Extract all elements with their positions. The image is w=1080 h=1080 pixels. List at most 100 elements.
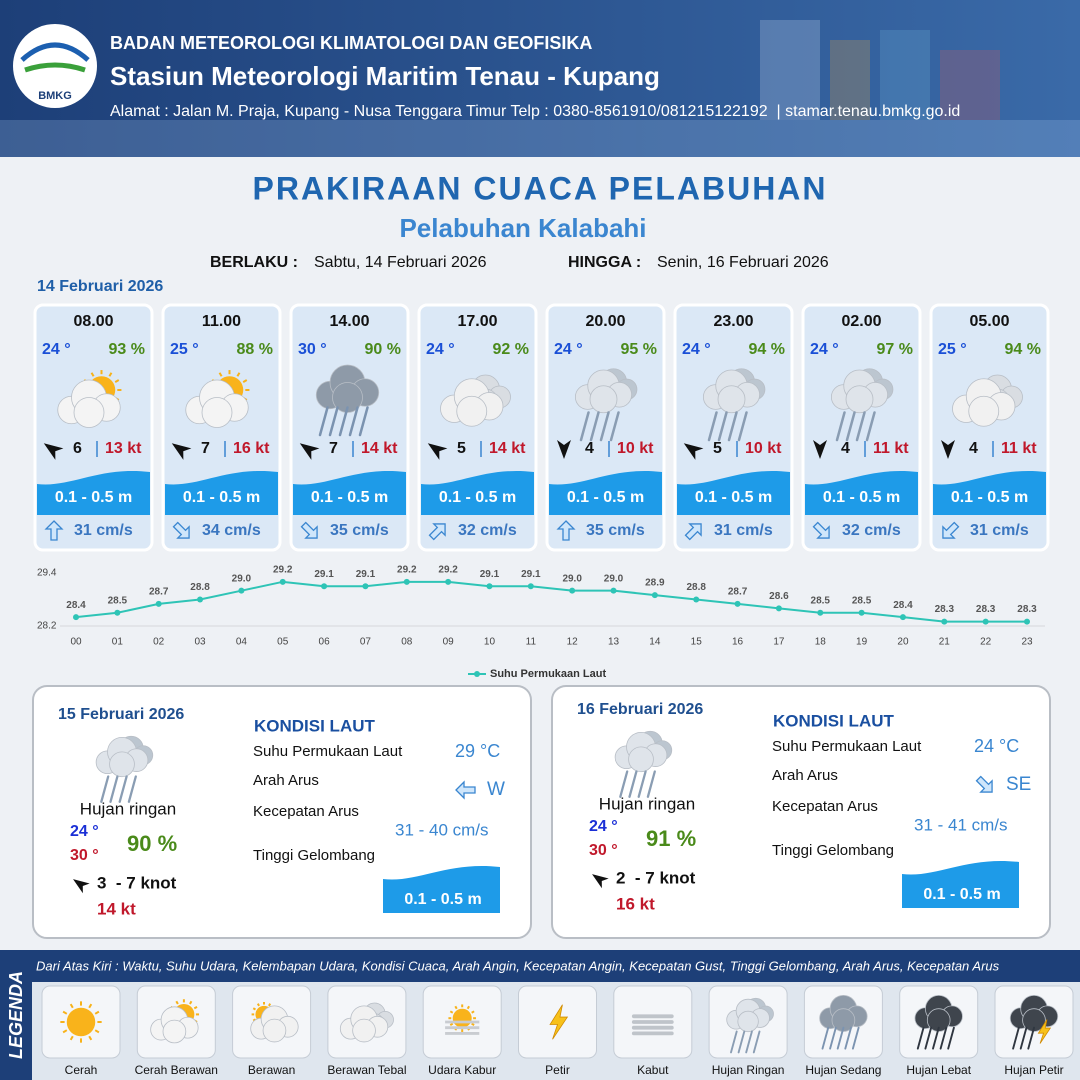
- weather-icon: [185, 370, 250, 428]
- wave-area: [37, 470, 150, 515]
- wave-height: 0.1 - 0.5 m: [951, 489, 1028, 506]
- legend-item: Cerah: [65, 1063, 98, 1077]
- cloud-part: [628, 746, 654, 773]
- logo-text: BMKG: [38, 90, 72, 102]
- wave-height: 0.1 - 0.5 m: [823, 489, 900, 506]
- legend-label: Suhu Permukaan Laut: [490, 668, 606, 680]
- cloud-part: [201, 397, 233, 428]
- wave-height: 0.1 - 0.5 m: [183, 489, 260, 506]
- wind-arrow: [427, 443, 448, 460]
- rain: [947, 1026, 955, 1050]
- point: [114, 609, 121, 616]
- rain: [821, 1026, 830, 1050]
- cloud-part: [352, 1018, 376, 1043]
- x-tick-label: 09: [443, 637, 455, 648]
- rain: [835, 411, 846, 442]
- humidity: 90 %: [127, 831, 177, 856]
- sun-ray: [471, 1010, 475, 1014]
- x-tick-label: 13: [608, 637, 620, 648]
- rain: [707, 411, 718, 442]
- time: 17.00: [457, 313, 497, 330]
- time: 11.00: [202, 313, 241, 330]
- point: [155, 600, 162, 607]
- sea-heading: KONDISI LAUT: [254, 716, 376, 735]
- valid-to: Senin, 16 Februari 2026: [657, 254, 829, 271]
- sun-ray: [175, 1000, 179, 1005]
- label: Suhu Permukaan Laut: [772, 738, 922, 755]
- x-tick-label: 12: [567, 637, 579, 648]
- legend-item: Hujan Sedang: [805, 1063, 881, 1077]
- legend-item: Hujan Petir: [1004, 1063, 1063, 1077]
- air-temp: 24 °: [426, 341, 455, 358]
- legend-description: Dari Atas Kiri : Waktu, Suhu Udara, Kele…: [36, 958, 1000, 973]
- time: 23.00: [713, 313, 753, 330]
- rain: [836, 1026, 845, 1050]
- current-speed: 31 cm/s: [74, 522, 133, 539]
- value-label: 28.9: [645, 578, 665, 589]
- time: 05.00: [969, 313, 1009, 330]
- rain: [579, 411, 590, 442]
- condition: Hujan ringan: [80, 799, 176, 818]
- rain: [855, 411, 866, 442]
- sun-ray: [252, 1007, 256, 1011]
- current-arrow: [684, 523, 702, 541]
- cloud-part: [1022, 1008, 1046, 1032]
- air-temp: 24 °: [42, 341, 71, 358]
- rain: [348, 406, 359, 437]
- point: [279, 578, 286, 585]
- value-label: 28.3: [1017, 604, 1037, 615]
- humidity: 92 %: [493, 341, 529, 358]
- air-temp: 24 °: [810, 341, 839, 358]
- value-label: 29.2: [273, 564, 293, 575]
- weather-icon: [819, 995, 868, 1050]
- header-decor: [0, 20, 1080, 157]
- value-label: 29.0: [562, 573, 582, 584]
- temp-max: 30 °: [70, 847, 99, 864]
- x-tick-label: 19: [856, 637, 868, 648]
- current-speed: 32 cm/s: [458, 522, 517, 539]
- wind-arrow: [43, 443, 64, 460]
- x-tick-label: 10: [484, 637, 496, 648]
- gust: 14 kt: [489, 440, 526, 457]
- point: [486, 583, 493, 590]
- point: [817, 609, 824, 616]
- value-label: 29.0: [232, 573, 252, 584]
- rain: [939, 1026, 948, 1050]
- rain: [1019, 1026, 1028, 1050]
- rain: [100, 775, 110, 803]
- sea-heading: KONDISI LAUT: [773, 711, 895, 730]
- point: [610, 587, 617, 594]
- x-tick-label: 06: [319, 637, 331, 648]
- sun-ray: [252, 1018, 256, 1022]
- day-date: 15 Februari 2026: [58, 706, 184, 723]
- sun-ray: [466, 1005, 470, 1010]
- label: Tinggi Gelombang: [772, 842, 894, 859]
- x-tick-label: 00: [70, 637, 82, 648]
- air-temp: 25 °: [170, 341, 199, 358]
- weather-icon: [60, 1001, 102, 1043]
- wave-height: 0.1 - 0.5 m: [439, 489, 516, 506]
- sun-ray: [88, 1035, 93, 1041]
- temp-min: 24 °: [70, 823, 99, 840]
- wind-speed: 5: [457, 440, 466, 457]
- point: [403, 578, 410, 585]
- rain: [829, 1026, 837, 1050]
- rain: [844, 1026, 852, 1050]
- x-tick-label: 04: [236, 637, 248, 648]
- current-speed: 31 cm/s: [970, 522, 1029, 539]
- value-label: 29.1: [521, 569, 541, 580]
- gust: 11 kt: [1001, 440, 1037, 457]
- rain: [924, 1026, 933, 1050]
- point: [569, 587, 576, 594]
- point: [445, 578, 452, 585]
- rain: [727, 411, 738, 442]
- current-speed: 35 cm/s: [586, 522, 645, 539]
- legend-item: Berawan Tebal: [327, 1063, 406, 1077]
- point: [651, 592, 658, 599]
- sst: 24 °C: [974, 736, 1019, 756]
- value-label: 28.5: [852, 595, 872, 606]
- gust: 14 kt: [361, 440, 398, 457]
- sun-ray: [454, 1005, 458, 1010]
- subtitle: Pelabuhan Kalabahi: [399, 213, 646, 243]
- value-label: 29.1: [314, 569, 334, 580]
